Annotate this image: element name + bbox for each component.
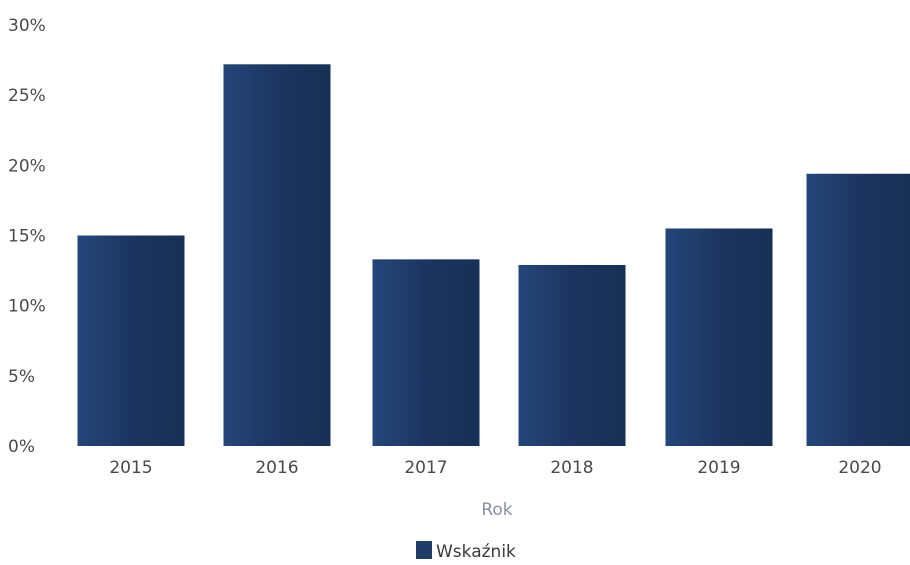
bar-2020[interactable] bbox=[806, 173, 910, 446]
bar-2018[interactable] bbox=[518, 264, 626, 446]
y-axis-tick-labels: 0% 5% 10% 15% 20% 25% 30% bbox=[8, 16, 46, 457]
x-tick-label: 2020 bbox=[838, 458, 881, 478]
x-axis-tick-labels: 2015 2016 2017 2018 2019 2020 bbox=[109, 458, 881, 478]
x-tick-label: 2015 bbox=[109, 458, 152, 478]
bar-2015[interactable] bbox=[77, 235, 185, 447]
legend-label: Wskaźnik bbox=[436, 542, 516, 562]
y-tick-label: 15% bbox=[8, 227, 46, 247]
y-tick-label: 5% bbox=[8, 367, 35, 387]
bar-2019[interactable] bbox=[665, 228, 773, 446]
y-tick-label: 20% bbox=[8, 156, 46, 176]
x-tick-label: 2016 bbox=[255, 458, 298, 478]
legend[interactable]: Wskaźnik bbox=[416, 541, 516, 562]
x-tick-label: 2017 bbox=[404, 458, 447, 478]
x-tick-label: 2018 bbox=[550, 458, 593, 478]
legend-swatch bbox=[416, 541, 432, 559]
y-tick-label: 10% bbox=[8, 297, 46, 317]
bar-series bbox=[77, 64, 910, 447]
bar-2017[interactable] bbox=[372, 259, 480, 446]
y-tick-label: 30% bbox=[8, 16, 46, 36]
x-tick-label: 2019 bbox=[697, 458, 740, 478]
y-tick-label: 25% bbox=[8, 86, 46, 106]
y-tick-label: 0% bbox=[8, 437, 35, 457]
bar-2016[interactable] bbox=[223, 64, 331, 446]
x-axis-title: Rok bbox=[481, 500, 512, 520]
